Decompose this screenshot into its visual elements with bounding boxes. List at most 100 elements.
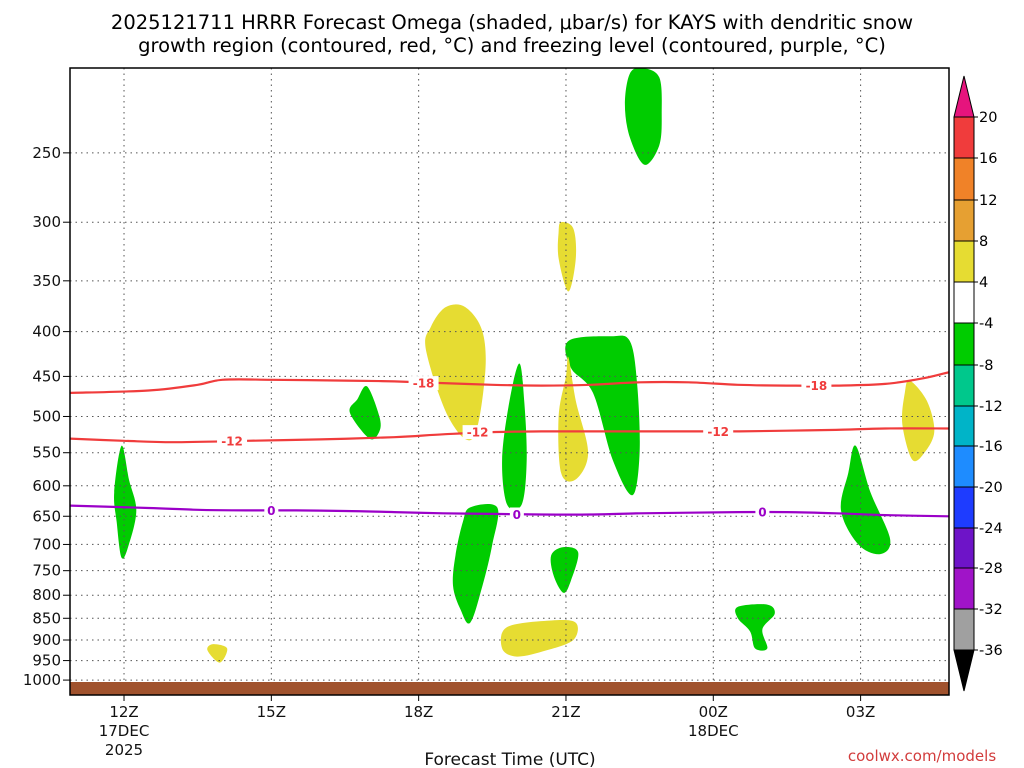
colorbar-band-4 [953, 281, 975, 324]
chart-title-line1: 2025121711 HRRR Forecast Omega (shaded, … [111, 11, 913, 34]
credit-text[interactable]: coolwx.com/models [848, 747, 996, 765]
colorbar-label-8: -16 [979, 439, 1003, 455]
omega-region-8 [735, 604, 775, 651]
colorbar-label-1: 16 [979, 151, 997, 167]
contour-label-freezing-level-0-2: 0 [758, 506, 766, 520]
colorbar-label-3: 8 [979, 234, 988, 250]
contour-label-dgz-minus12-2: -12 [707, 425, 729, 439]
y-tick-label-2: 350 [32, 272, 61, 290]
y-tick-label-10: 750 [32, 562, 61, 580]
x-tick-label-0: 12Z [109, 703, 138, 721]
colorbar-band-3 [953, 240, 975, 283]
surface-layer [70, 682, 949, 695]
colorbar-label-11: -28 [979, 561, 1003, 577]
y-tick-label-3: 400 [32, 323, 61, 341]
contour-label-freezing-level-0-1: 0 [513, 508, 521, 522]
colorbar-band-8 [953, 445, 975, 488]
y-tick-label-11: 800 [32, 586, 61, 604]
colorbar-label-9: -20 [979, 480, 1003, 496]
y-tick-label-15: 1000 [23, 671, 61, 689]
omega-region-13 [500, 620, 578, 657]
contour-label-bg-dgz-minus12-0 [217, 433, 248, 448]
omega-region-9 [425, 304, 486, 441]
omega-region-3 [565, 335, 640, 496]
omega-region-7 [840, 445, 891, 555]
omega-region-2 [114, 445, 137, 559]
omega-region-12 [901, 380, 935, 462]
contour-layer: -18 -18 -12 -12 -12 0 0 0 [70, 371, 949, 522]
x-tick-label-3: 21Z [551, 703, 580, 721]
y-tick-label-9: 700 [32, 535, 61, 553]
x-tick-date-0: 17DEC [99, 722, 150, 740]
contour-label-dgz-minus12-0: -12 [221, 434, 243, 448]
omega-region-14 [207, 644, 228, 663]
y-tick-label-5: 500 [32, 407, 61, 425]
colorbar-label-12: -32 [979, 602, 1003, 618]
x-axis-label: Forecast Time (UTC) [424, 750, 595, 768]
y-tick-label-14: 950 [32, 652, 61, 670]
x-tick-date-4: 18DEC [688, 722, 739, 740]
omega-region-5 [452, 504, 499, 624]
contour-label-dgz-minus18-1: -18 [806, 379, 828, 393]
colorbar-band-9 [953, 486, 975, 529]
surface-ground-band [70, 682, 949, 695]
colorbar-band-12 [953, 608, 975, 651]
y-axis-ticks: 250 300 350 400 450 500 550 600 650 700 750 800 850 9… [23, 144, 70, 689]
omega-region-10 [557, 222, 577, 292]
x-tick-label-4: 00Z [699, 703, 728, 721]
omega-shading-layer [114, 68, 935, 663]
omega-region-4 [502, 363, 527, 510]
colorbar-band-1 [953, 157, 975, 201]
contour-label-dgz-minus18-0: -18 [413, 377, 435, 391]
colorbar-band-10 [953, 527, 975, 569]
y-tick-label-0: 250 [32, 144, 61, 162]
y-tick-label-1: 300 [32, 213, 61, 231]
colorbar-band-6 [953, 364, 975, 407]
contour-label-bg-dgz-minus18-0 [408, 376, 439, 391]
y-tick-label-8: 650 [32, 507, 61, 525]
colorbar-label-4: 4 [979, 275, 988, 291]
contour-label-freezing-level-0-0: 0 [267, 504, 275, 518]
colorbar-band-7 [953, 405, 975, 447]
omega-region-1 [349, 385, 381, 440]
plot-frame [69, 67, 950, 696]
x-tick-year-0: 2025 [105, 741, 143, 759]
colorbar-label-7: -12 [979, 399, 1003, 415]
colorbar-label-5: -4 [979, 316, 993, 332]
contour-label-bg-freezing-level-0-1 [509, 507, 524, 522]
colorbar-lower-tip [953, 649, 975, 692]
contour-label-bg-dgz-minus12-1 [462, 425, 493, 440]
y-tick-label-13: 900 [32, 631, 61, 649]
contour-label-bg-dgz-minus12-2 [703, 424, 734, 439]
colorbar-label-10: -24 [979, 521, 1003, 537]
omega-region-6 [550, 546, 579, 593]
contour-label-dgz-minus12-1: -12 [467, 426, 489, 440]
contour-label-bg-dgz-minus18-1 [801, 378, 832, 393]
colorbar-label-2: 12 [979, 193, 997, 209]
colorbar-label-13: -36 [979, 643, 1003, 659]
grid-layer [70, 68, 949, 695]
colorbar-band-11 [953, 567, 975, 610]
colorbar-upper-tip [953, 75, 975, 118]
colorbar-band-0 [953, 116, 975, 159]
colorbar: 20 16 12 8 4 -4 -8 -12 -16 -20 -24 -28 -32 -36 [953, 75, 1003, 692]
y-tick-label-4: 450 [32, 367, 61, 385]
colorbar-label-6: -8 [979, 358, 993, 374]
chart-title-line2: growth region (contoured, red, °C) and f… [138, 34, 886, 57]
colorbar-label-0: 20 [979, 110, 997, 126]
contour-dgz-minus18 [70, 371, 949, 394]
x-tick-label-5: 03Z [846, 703, 875, 721]
x-tick-label-2: 18Z [404, 703, 433, 721]
colorbar-band-5 [953, 322, 975, 366]
colorbar-band-2 [953, 199, 975, 242]
y-tick-label-7: 600 [32, 477, 61, 495]
y-tick-label-6: 550 [32, 444, 61, 462]
contour-label-bg-freezing-level-0-0 [264, 503, 279, 518]
omega-region-0 [624, 68, 662, 165]
contour-label-bg-freezing-level-0-2 [755, 505, 770, 520]
y-tick-label-12: 850 [32, 609, 61, 627]
plot-area: -18 -18 -12 -12 -12 0 0 0 [69, 67, 950, 696]
x-tick-label-1: 15Z [257, 703, 286, 721]
